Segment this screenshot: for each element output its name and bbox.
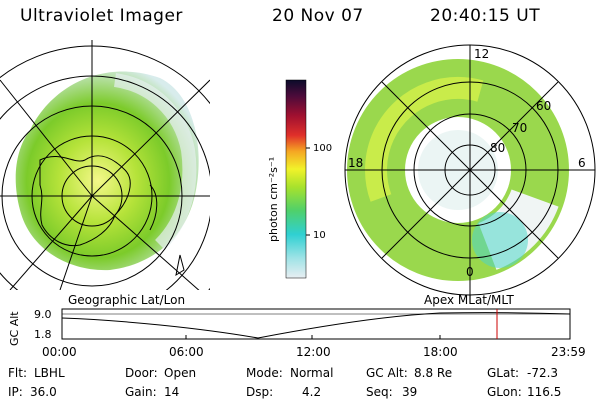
- observation-date: 20 Nov 07: [272, 6, 364, 26]
- status-footer: Flt: LBHL Door: Open Mode: Normal GC Alt…: [8, 366, 561, 399]
- mlt-label-18: 18: [348, 156, 363, 170]
- glon-label: GLon:: [487, 385, 522, 399]
- gain-value: 14: [164, 385, 179, 399]
- continent-outline: [39, 155, 131, 247]
- colorbar-tick-100: 100: [313, 143, 332, 154]
- seq-value: 39: [402, 385, 417, 399]
- time-tick-1800: 18:00: [423, 345, 458, 359]
- mlt-label-0: 0: [466, 265, 474, 279]
- altitude-ylabel: GC Alt: [8, 311, 21, 346]
- right-panel-caption: Apex MLat/MLT: [424, 293, 514, 307]
- magnetic-polar-panel: 12 18 6 0 60 70 80: [344, 44, 596, 296]
- ip-value: 36.0: [30, 385, 57, 399]
- mlt-label-6: 6: [578, 156, 586, 170]
- colorbar-tick-10: 10: [313, 230, 326, 241]
- door-label: Door:: [125, 366, 158, 380]
- auroral-emission-left: [15, 71, 199, 271]
- flt-value: LBHL: [34, 366, 65, 380]
- flt-label: Flt:: [8, 366, 27, 380]
- colorbar: 100 10 photon cm⁻²s⁻¹: [267, 79, 332, 279]
- colorbar-unit-label: photon cm⁻²s⁻¹: [267, 157, 280, 242]
- seq-label: Seq:: [366, 385, 393, 399]
- geographic-image-panel: [0, 40, 210, 290]
- glat-value: -72.3: [527, 366, 558, 380]
- glon-value: 116.5: [527, 385, 561, 399]
- mode-label: Mode:: [246, 366, 283, 380]
- altitude-trace: [61, 312, 571, 339]
- lat-label-60: 60: [536, 99, 551, 113]
- time-tick-0000: 00:00: [42, 345, 77, 359]
- mode-value: Normal: [290, 366, 333, 380]
- left-panel-caption: Geographic Lat/Lon: [68, 293, 185, 307]
- time-tick-2359: 23:59: [551, 345, 586, 359]
- observation-time: 20:40:15 UT: [430, 6, 541, 26]
- lat-label-80: 80: [490, 141, 505, 155]
- mlt-label-12: 12: [474, 47, 489, 61]
- colorbar-scale: [285, 79, 307, 279]
- time-tick-0600: 06:00: [169, 345, 204, 359]
- ip-label: IP:: [8, 385, 23, 399]
- altitude-plot: GC Alt 9.0 1.8 00:00 06:00 12:00 18:00 2…: [8, 308, 586, 359]
- altitude-tick-high: 9.0: [34, 308, 52, 321]
- gain-label: Gain:: [125, 385, 157, 399]
- app-title: Ultraviolet Imager: [20, 6, 183, 26]
- dsp-label: Dsp:: [246, 385, 273, 399]
- glat-label: GLat:: [487, 366, 519, 380]
- gc-alt-value: 8.8 Re: [414, 366, 452, 380]
- gc-alt-label: GC Alt:: [366, 366, 408, 380]
- altitude-tick-low: 1.8: [34, 328, 52, 341]
- time-tick-1200: 12:00: [296, 345, 331, 359]
- dsp-value: 4.2: [302, 385, 321, 399]
- door-value: Open: [164, 366, 196, 380]
- lat-label-70: 70: [512, 121, 527, 135]
